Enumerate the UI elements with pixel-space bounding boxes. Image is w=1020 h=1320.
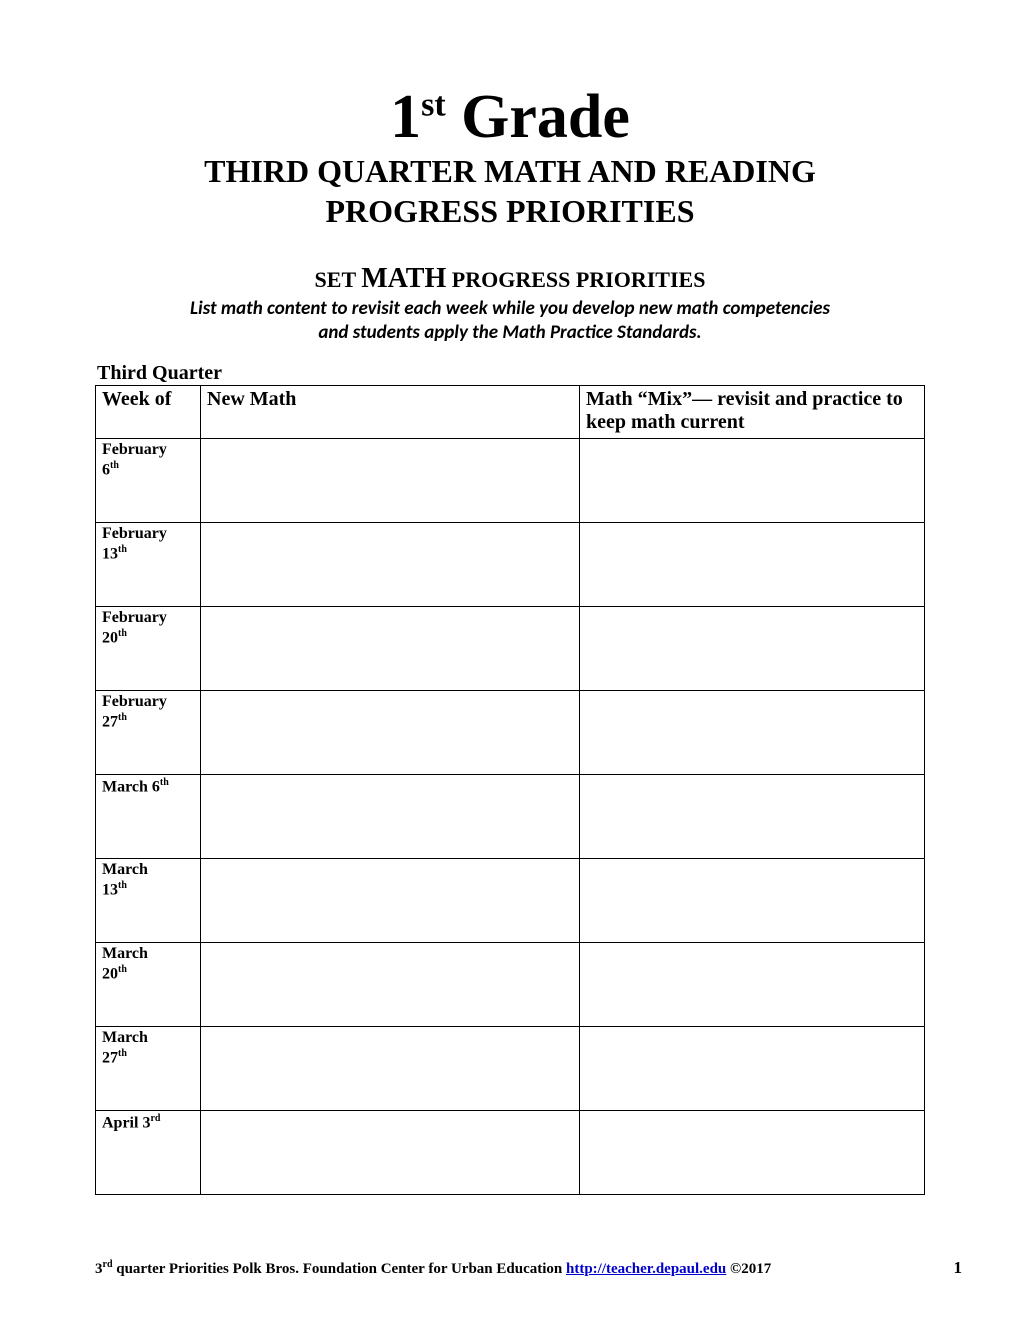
week-cell: February13th: [96, 523, 201, 607]
table-row: February27th: [96, 691, 925, 775]
math-mix-cell: [580, 1027, 925, 1111]
heading-big: MATH: [361, 263, 446, 294]
footer-text: quarter Priorities Polk Bros. Foundation…: [113, 1261, 566, 1277]
new-math-cell: [201, 607, 580, 691]
new-math-cell: [201, 859, 580, 943]
week-cell: March20th: [96, 943, 201, 1027]
footer-ord-num: 3: [95, 1261, 103, 1277]
week-cell: April 3rd: [96, 1111, 201, 1195]
new-math-cell: [201, 439, 580, 523]
table-row: March13th: [96, 859, 925, 943]
section-heading: SET MATH PROGRESS PRIORITIES: [95, 263, 925, 295]
instruction-line-1: List math content to revisit each week w…: [190, 297, 830, 320]
week-cell: February27th: [96, 691, 201, 775]
col-header-new-math: New Math: [201, 386, 580, 439]
week-cell: February20th: [96, 607, 201, 691]
math-mix-cell: [580, 439, 925, 523]
footer-link[interactable]: http://teacher.depaul.edu: [566, 1261, 726, 1277]
new-math-cell: [201, 523, 580, 607]
new-math-cell: [201, 943, 580, 1027]
table-row: February6th: [96, 439, 925, 523]
week-cell: February6th: [96, 439, 201, 523]
math-mix-cell: [580, 943, 925, 1027]
priorities-table: Week of New Math Math “Mix”— revisit and…: [95, 385, 925, 1195]
new-math-cell: [201, 1111, 580, 1195]
new-math-cell: [201, 691, 580, 775]
math-mix-cell: [580, 859, 925, 943]
week-cell: March13th: [96, 859, 201, 943]
math-mix-cell: [580, 775, 925, 859]
instruction-line-2: and students apply the Math Practice Sta…: [318, 321, 701, 344]
quarter-label: Third Quarter: [95, 362, 925, 385]
table-row: February13th: [96, 523, 925, 607]
math-mix-cell: [580, 1111, 925, 1195]
table-row: March 6th: [96, 775, 925, 859]
grade-number: 1: [390, 83, 421, 151]
page-title: 1st Grade: [95, 85, 925, 150]
heading-prefix: SET: [315, 267, 362, 292]
math-mix-cell: [580, 523, 925, 607]
week-cell: March27th: [96, 1027, 201, 1111]
footer: 3rd quarter Priorities Polk Bros. Founda…: [95, 1259, 925, 1278]
col-header-week: Week of: [96, 386, 201, 439]
math-mix-cell: [580, 691, 925, 775]
new-math-cell: [201, 1027, 580, 1111]
instructions: List math content to revisit each week w…: [95, 297, 925, 345]
table-header-row: Week of New Math Math “Mix”— revisit and…: [96, 386, 925, 439]
new-math-cell: [201, 775, 580, 859]
subtitle-line-2: PROGRESS PRIORITIES: [95, 192, 925, 230]
math-mix-cell: [580, 607, 925, 691]
page-number: 1: [954, 1258, 963, 1278]
week-cell: March 6th: [96, 775, 201, 859]
table-row: March20th: [96, 943, 925, 1027]
grade-word: Grade: [446, 83, 630, 151]
table-row: February20th: [96, 607, 925, 691]
footer-ord-suffix: rd: [103, 1259, 113, 1270]
subtitle-line-1: THIRD QUARTER MATH AND READING: [95, 152, 925, 190]
footer-suffix: ©2017: [726, 1261, 771, 1277]
col-header-math-mix: Math “Mix”— revisit and practice to keep…: [580, 386, 925, 439]
grade-ordinal: st: [421, 86, 446, 123]
table-row: April 3rd: [96, 1111, 925, 1195]
heading-suffix: PROGRESS PRIORITIES: [446, 267, 705, 292]
table-row: March27th: [96, 1027, 925, 1111]
